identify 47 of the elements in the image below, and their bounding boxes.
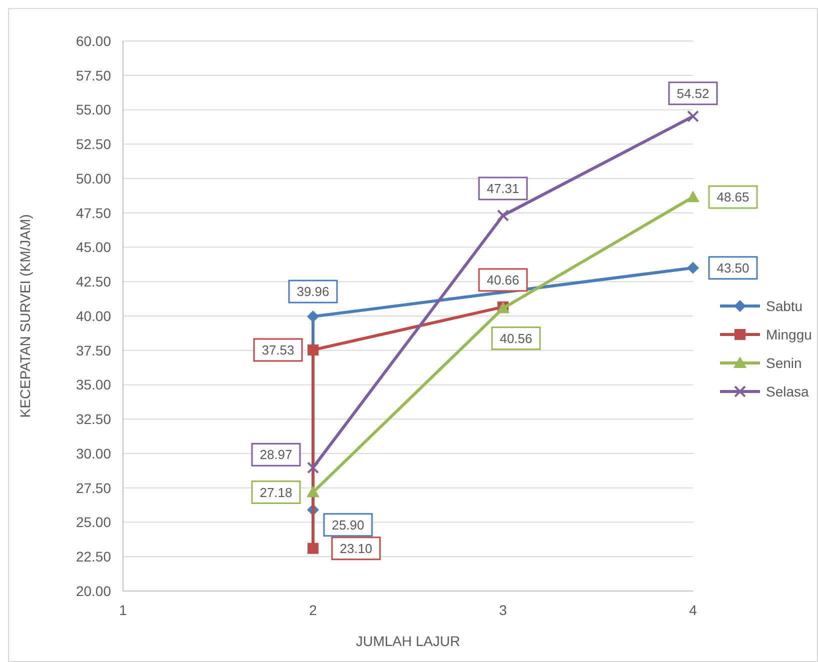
y-tick-label: 20.00 <box>76 582 112 599</box>
y-tick-label: 47.50 <box>76 204 112 221</box>
point <box>306 486 320 498</box>
data-label: 40.56 <box>500 330 532 346</box>
y-tick-label: 27.50 <box>76 480 112 496</box>
data-label: 37.53 <box>262 342 294 358</box>
point <box>308 542 318 554</box>
data-label: 43.50 <box>716 260 750 276</box>
point <box>308 344 318 356</box>
point <box>307 462 319 474</box>
legend-label: Selasa <box>766 383 810 400</box>
y-tick-label: 37.50 <box>76 342 112 358</box>
y-tick-label: 40.00 <box>76 308 112 324</box>
y-tick-label: 42.50 <box>76 274 112 290</box>
data-label: 23.10 <box>340 540 372 556</box>
legend-label: Sabtu <box>766 298 803 314</box>
data-label: 40.66 <box>486 272 520 288</box>
y-tick-label: 55.00 <box>76 102 112 118</box>
data-label: 54.52 <box>676 86 710 101</box>
point <box>687 262 699 274</box>
data-label: 48.65 <box>716 190 750 205</box>
x-axis-title: JUMLAH LAJUR <box>356 633 460 649</box>
legend-label: Senin <box>766 354 802 371</box>
point <box>686 190 700 202</box>
legend-label: Minggu <box>766 326 812 342</box>
y-tick-label: 45.00 <box>76 239 112 256</box>
point <box>687 110 699 122</box>
y-tick-label: 60.00 <box>76 32 112 49</box>
y-tick-label: 50.00 <box>76 170 112 186</box>
y-tick-label: 35.00 <box>76 376 112 393</box>
y-axis-title: KECEPATAN SURVEI (KM/JAM) <box>17 214 33 418</box>
y-tick-label: 32.50 <box>76 411 112 428</box>
data-label: 47.31 <box>486 181 520 196</box>
x-tick-label: 3 <box>499 602 508 618</box>
y-tick-label: 25.00 <box>76 514 112 530</box>
data-label: 39.96 <box>296 284 330 300</box>
y-tick-label: 57.50 <box>76 67 112 84</box>
y-tick-label: 52.50 <box>76 136 112 152</box>
x-tick-label: 4 <box>689 602 698 618</box>
data-label: 25.90 <box>332 517 364 532</box>
x-tick-label: 1 <box>119 602 128 618</box>
data-label: 27.18 <box>260 484 292 500</box>
x-tick-label: 2 <box>309 602 318 618</box>
data-label: 28.97 <box>260 447 292 462</box>
y-tick-label: 22.50 <box>76 548 112 565</box>
point <box>497 209 509 222</box>
y-tick-label: 30.00 <box>76 445 112 462</box>
